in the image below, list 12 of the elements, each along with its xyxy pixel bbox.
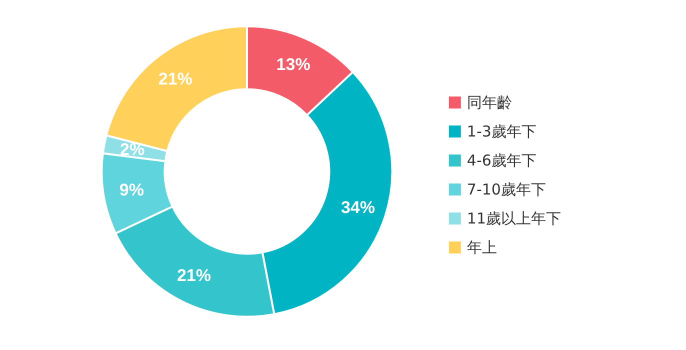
- data-label: 2%: [120, 140, 145, 160]
- data-label: 34%: [340, 198, 376, 218]
- legend-label: 同年齡: [466, 94, 512, 112]
- data-label: 13%: [276, 54, 310, 74]
- legend-label: 年上: [466, 238, 497, 256]
- legend-label: 11歲以上年下: [466, 210, 562, 228]
- data-label: 21%: [158, 70, 192, 89]
- legend-label: 7-10歲年下: [466, 180, 546, 198]
- legend-label: 4-6歲年下: [466, 152, 536, 170]
- data-label: 9%: [119, 180, 144, 200]
- data-label: 21%: [176, 266, 211, 286]
- legend-label: 1-3歲年下: [466, 122, 536, 140]
